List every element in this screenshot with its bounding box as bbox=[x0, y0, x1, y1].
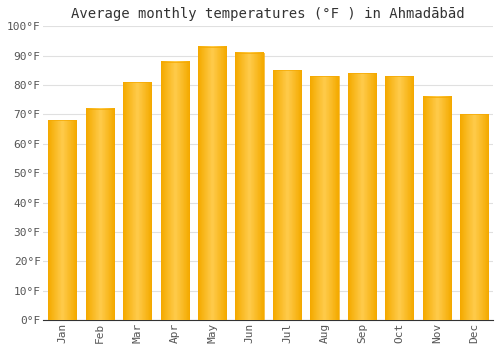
Bar bbox=[273, 70, 301, 320]
Bar bbox=[198, 47, 226, 320]
Title: Average monthly temperatures (°F ) in Ahmadābād: Average monthly temperatures (°F ) in Ah… bbox=[72, 7, 465, 21]
Bar bbox=[386, 76, 413, 320]
Bar bbox=[160, 62, 188, 320]
Bar bbox=[123, 82, 151, 320]
Bar bbox=[348, 73, 376, 320]
Bar bbox=[310, 76, 338, 320]
Bar bbox=[48, 120, 76, 320]
Bar bbox=[236, 53, 264, 320]
Bar bbox=[86, 108, 114, 320]
Bar bbox=[460, 114, 488, 320]
Bar bbox=[423, 97, 451, 320]
